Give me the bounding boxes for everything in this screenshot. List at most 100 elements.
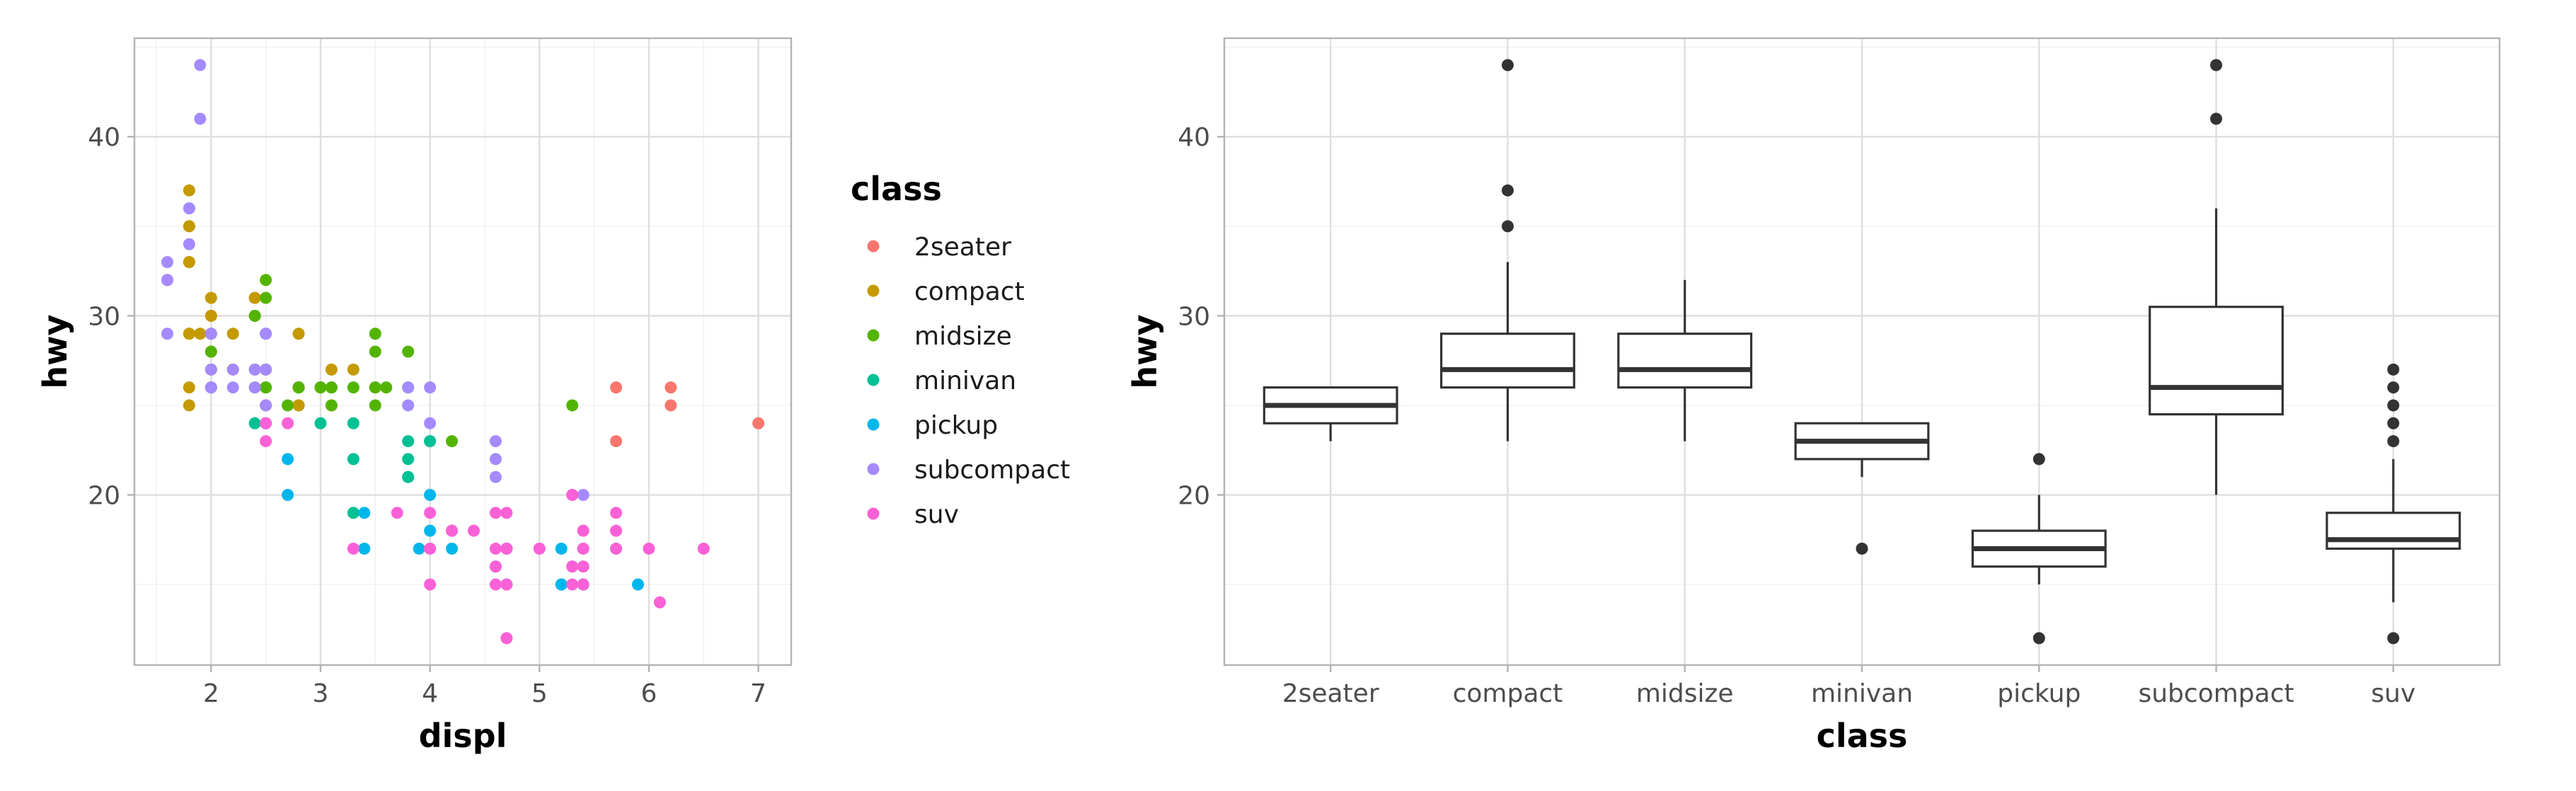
legend: class 2seater compact midsize minivan pickup s… (851, 170, 1070, 529)
point-subcompact (424, 381, 437, 394)
outlier-compact (1501, 220, 1514, 233)
point-midsize (260, 274, 272, 287)
point-subcompact (226, 381, 239, 394)
point-midsize (260, 381, 272, 394)
point-subcompact (260, 328, 272, 340)
point-compact (194, 328, 207, 340)
point-suv (577, 542, 590, 555)
point-subcompact (577, 489, 590, 502)
point-compact (205, 309, 217, 322)
legend-label: subcompact (914, 456, 1070, 485)
point-pickup (631, 578, 644, 591)
point-minivan (402, 470, 415, 483)
point-subcompact (489, 470, 502, 483)
outlier-suv (2387, 381, 2400, 394)
point-compact (292, 399, 305, 412)
y-tick-label: 20 (88, 482, 120, 511)
x-tick-label: 4 (422, 679, 438, 708)
point-midsize (292, 381, 305, 394)
point-2seater (752, 417, 765, 429)
x-tick-label: suv (2371, 679, 2415, 708)
box-midsize (1617, 333, 1753, 389)
point-compact (325, 363, 338, 376)
box-compact (1439, 333, 1575, 389)
x-tick-label: pickup (1997, 679, 2081, 708)
point-minivan (248, 417, 261, 429)
point-suv (577, 524, 590, 537)
point-suv (500, 542, 513, 555)
x-tick-label: 7 (750, 679, 766, 708)
legend-key (867, 374, 880, 386)
point-compact (183, 184, 195, 197)
point-suv (446, 524, 459, 537)
point-subcompact (489, 435, 502, 448)
legend-label: suv (914, 500, 959, 529)
y-tick-label: 40 (88, 123, 120, 152)
point-subcompact (183, 238, 195, 250)
point-subcompact (402, 399, 415, 412)
point-suv (566, 489, 579, 502)
point-suv (347, 542, 360, 555)
point-2seater (665, 381, 677, 394)
point-subcompact (260, 363, 272, 376)
point-compact (205, 291, 217, 304)
outlier-pickup (2032, 632, 2045, 645)
point-midsize (566, 399, 579, 412)
x-tick-label: subcompact (2138, 679, 2294, 708)
legend-key (867, 240, 880, 253)
point-suv (500, 578, 513, 591)
point-suv (489, 560, 502, 573)
point-minivan (402, 453, 415, 466)
point-compact (183, 220, 195, 233)
outlier-suv (2387, 399, 2400, 412)
point-subcompact (260, 399, 272, 412)
x-tick-label: 3 (312, 679, 328, 708)
point-compact (347, 363, 360, 376)
point-suv (643, 542, 655, 555)
point-compact (248, 291, 261, 304)
point-midsize (325, 399, 338, 412)
box-subcompact (2149, 306, 2284, 416)
x-tick-label: 6 (640, 679, 657, 708)
point-subcompact (161, 255, 173, 268)
point-suv (489, 507, 502, 519)
point-suv (260, 435, 272, 448)
point-minivan (424, 435, 437, 448)
legend-key (867, 507, 880, 520)
legend-key (867, 418, 880, 431)
outlier-suv (2387, 363, 2400, 376)
point-subcompact (194, 112, 207, 125)
point-midsize (380, 381, 393, 394)
point-compact (183, 381, 195, 394)
point-minivan (402, 435, 415, 448)
box-suv (2325, 512, 2461, 550)
point-midsize (446, 435, 459, 448)
point-suv (577, 560, 590, 573)
point-subcompact (248, 381, 261, 394)
point-minivan (347, 507, 360, 519)
point-pickup (555, 542, 568, 555)
outlier-pickup (2032, 453, 2045, 466)
outlier-minivan (1856, 542, 1868, 555)
point-midsize (260, 291, 272, 304)
point-subcompact (161, 328, 173, 340)
point-suv (489, 542, 502, 555)
point-suv (577, 578, 590, 591)
x-tick-label: 2 (203, 679, 219, 708)
y-axis-title: hwy (36, 314, 74, 388)
point-suv (282, 417, 294, 429)
x-tick-label: midsize (1636, 679, 1734, 708)
outlier-compact (1501, 184, 1514, 197)
point-subcompact (194, 59, 207, 71)
x-axis-title: displ (419, 717, 507, 755)
point-midsize (248, 309, 261, 322)
point-compact (292, 328, 305, 340)
point-2seater (610, 435, 623, 448)
point-midsize (369, 345, 381, 358)
point-suv (610, 542, 623, 555)
point-subcompact (183, 202, 195, 214)
point-suv (653, 596, 666, 608)
point-subcompact (424, 417, 437, 429)
point-subcompact (161, 274, 173, 287)
legend-label: midsize (914, 322, 1012, 351)
